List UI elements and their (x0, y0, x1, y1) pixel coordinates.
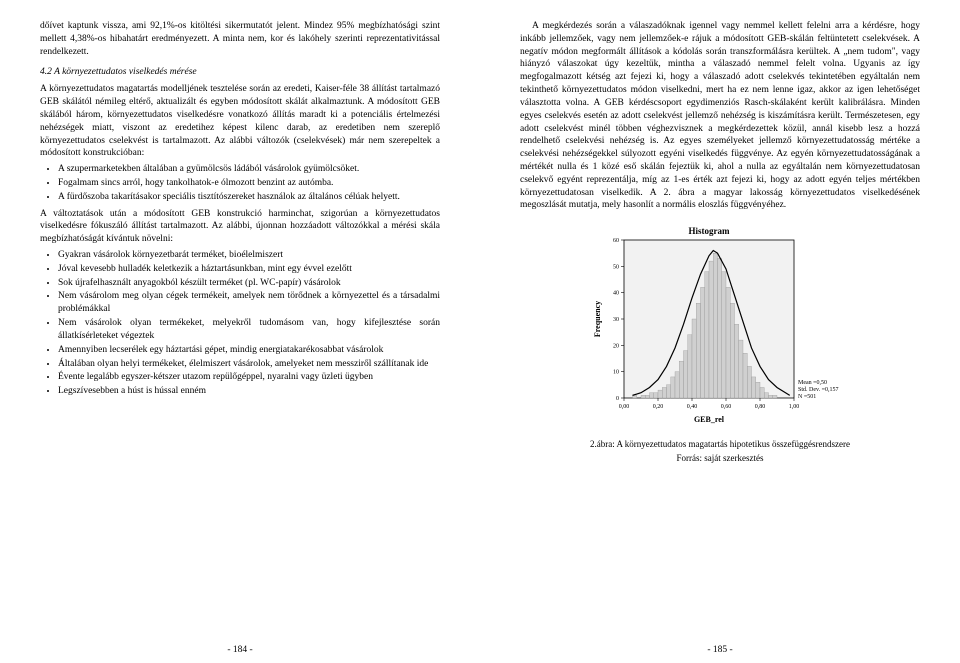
list-item: Nem vásárolom meg olyan cégek termékeit,… (58, 290, 440, 316)
svg-text:1,00: 1,00 (789, 404, 800, 410)
left-list2: Gyakran vásárolok környezetbarát terméke… (40, 249, 440, 398)
svg-text:50: 50 (613, 265, 619, 271)
left-pagenum: - 184 - (0, 644, 480, 657)
list-item: Sok újrafelhasznált anyagokból készült t… (58, 277, 440, 290)
list-item: Általában olyan helyi termékeket, élelmi… (58, 358, 440, 371)
right-para1: A megkérdezés során a válaszadóknak igen… (520, 20, 920, 212)
svg-text:N =501: N =501 (798, 394, 816, 400)
svg-text:Mean =0,50: Mean =0,50 (798, 380, 827, 386)
list-item: A szupermarketekben általában a gyümölcs… (58, 163, 440, 176)
page-right: A megkérdezés során a válaszadóknak igen… (480, 0, 960, 663)
list-item: Gyakran vásárolok környezetbarát terméke… (58, 249, 440, 262)
spread: dőívet kaptunk vissza, ami 92,1%-os kitö… (0, 0, 960, 663)
svg-text:20: 20 (613, 344, 619, 350)
svg-text:0,00: 0,00 (619, 404, 630, 410)
svg-text:60: 60 (613, 238, 619, 244)
list-item: Fogalmam sincs arról, hogy tankolhatok-e… (58, 177, 440, 190)
svg-text:0,80: 0,80 (755, 404, 766, 410)
svg-text:Std. Dev. =0,157: Std. Dev. =0,157 (798, 387, 839, 393)
svg-text:30: 30 (613, 317, 619, 323)
svg-text:40: 40 (613, 291, 619, 297)
svg-text:Frequency: Frequency (593, 301, 602, 337)
left-intro: dőívet kaptunk vissza, ami 92,1%-os kitö… (40, 20, 440, 58)
svg-text:0,60: 0,60 (721, 404, 732, 410)
list-item: Jóval kevesebb hulladék keletkezik a ház… (58, 263, 440, 276)
list-item: Évente legalább egyszer-kétszer utazom r… (58, 371, 440, 384)
figure-caption-1: 2.ábra: A környezettudatos magatartás hi… (520, 438, 920, 450)
section-title: 4.2 A környezettudatos viselkedés mérése (40, 66, 440, 79)
list-item: Nem vásárolok olyan termékeket, melyekrő… (58, 317, 440, 343)
left-para2: A változtatások után a módosított GEB ko… (40, 208, 440, 246)
list-item: Legszívesebben a húst is hússal enném (58, 385, 440, 398)
svg-text:0,40: 0,40 (687, 404, 698, 410)
page-left: dőívet kaptunk vissza, ami 92,1%-os kitö… (0, 0, 480, 663)
histogram-figure: 0,00 0,20 0,40 0,60 0,80 1,00 0 10 20 30 40 50 60 GEB… (520, 224, 920, 434)
list-item: Amennyiben lecserélek egy háztartási gép… (58, 344, 440, 357)
svg-text:0,20: 0,20 (653, 404, 664, 410)
right-pagenum: - 185 - (480, 644, 960, 657)
svg-text:0: 0 (616, 396, 619, 402)
svg-text:Histogram: Histogram (689, 226, 730, 236)
list-item: A fürdőszoba takarításakor speciális tis… (58, 191, 440, 204)
histogram-svg: 0,00 0,20 0,40 0,60 0,80 1,00 0 10 20 30 40 50 60 GEB… (590, 224, 850, 429)
figure-caption-2: Forrás: saját szerkesztés (520, 452, 920, 464)
left-para1: A környezettudatos magatartás modelljéne… (40, 83, 440, 160)
svg-text:10: 10 (613, 370, 619, 376)
left-list1: A szupermarketekben általában a gyümölcs… (40, 163, 440, 203)
svg-text:GEB_rel: GEB_rel (694, 415, 725, 424)
